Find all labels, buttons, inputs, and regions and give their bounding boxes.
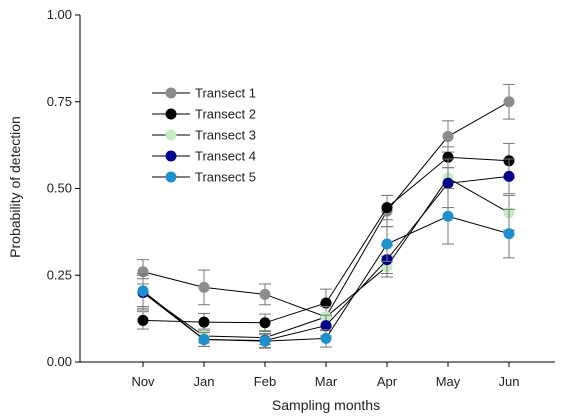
series-1-point-6 xyxy=(503,96,515,108)
series-2-point-4 xyxy=(381,202,393,214)
legend-label-4: Transect 4 xyxy=(195,149,256,164)
series-5-point-1 xyxy=(198,333,210,345)
legend-label-2: Transect 2 xyxy=(195,107,256,122)
series-5-point-0 xyxy=(137,285,149,297)
x-tick-label-apr: Apr xyxy=(377,374,398,389)
series-4-point-3 xyxy=(320,320,332,332)
legend-label-1: Transect 1 xyxy=(195,86,256,101)
series-4 xyxy=(137,158,515,348)
x-tick-label-mar: Mar xyxy=(315,374,338,389)
y-tick-label-2: 0.50 xyxy=(47,181,72,196)
series-2-point-5 xyxy=(442,151,454,163)
series-5-point-2 xyxy=(259,335,271,347)
legend-marker-2 xyxy=(165,108,177,120)
legend-item-2: Transect 2 xyxy=(152,107,256,122)
x-tick-label-jan: Jan xyxy=(194,374,215,389)
y-tick-label-3: 0.75 xyxy=(47,94,72,109)
y-axis-title: Probability of detection xyxy=(7,116,23,258)
x-tick-label-jun: Jun xyxy=(499,374,520,389)
y-tick-label-0: 0.00 xyxy=(47,354,72,369)
legend-marker-4 xyxy=(165,150,177,162)
x-tick-label-may: May xyxy=(436,374,461,389)
legend-item-4: Transect 4 xyxy=(152,149,256,164)
axes: 0.00 0.25 0.50 0.75 1.00 Nov Jan Feb Mar Apr May Ju… xyxy=(47,7,555,389)
series-1-point-5 xyxy=(442,130,454,142)
series-4-point-6 xyxy=(503,170,515,182)
legend-marker-3 xyxy=(165,129,177,141)
x-axis-title: Sampling months xyxy=(272,397,380,413)
series-5-point-5 xyxy=(442,210,454,222)
series-1-point-2 xyxy=(259,288,271,300)
legend-label-3: Transect 3 xyxy=(195,128,256,143)
series-1-point-0 xyxy=(137,266,149,278)
series-4-point-5 xyxy=(442,177,454,189)
series-2-point-3 xyxy=(320,297,332,309)
series-2-point-2 xyxy=(259,317,271,329)
legend-marker-5 xyxy=(165,171,177,183)
series-5-point-3 xyxy=(320,332,332,344)
x-tick-label-nov: Nov xyxy=(131,374,155,389)
x-tick-label-feb: Feb xyxy=(254,374,276,389)
series-2 xyxy=(137,142,515,332)
series-5-point-4 xyxy=(381,238,393,250)
legend-item-3: Transect 3 xyxy=(152,128,256,143)
legend-marker-1 xyxy=(165,87,177,99)
legend-item-5: Transect 5 xyxy=(152,170,256,185)
series-layer xyxy=(137,83,515,349)
series-5-point-6 xyxy=(503,228,515,240)
legend: Transect 1 Transect 2 Transect 3 Transect 4… xyxy=(152,86,256,185)
series-5 xyxy=(137,188,515,349)
legend-label-5: Transect 5 xyxy=(195,170,256,185)
series-1-point-1 xyxy=(198,281,210,293)
series-2-point-1 xyxy=(198,316,210,328)
legend-item-1: Transect 1 xyxy=(152,86,256,101)
y-tick-label-1: 0.25 xyxy=(47,267,72,282)
series-2-point-0 xyxy=(137,314,149,326)
y-tick-label-4: 1.00 xyxy=(47,7,72,22)
